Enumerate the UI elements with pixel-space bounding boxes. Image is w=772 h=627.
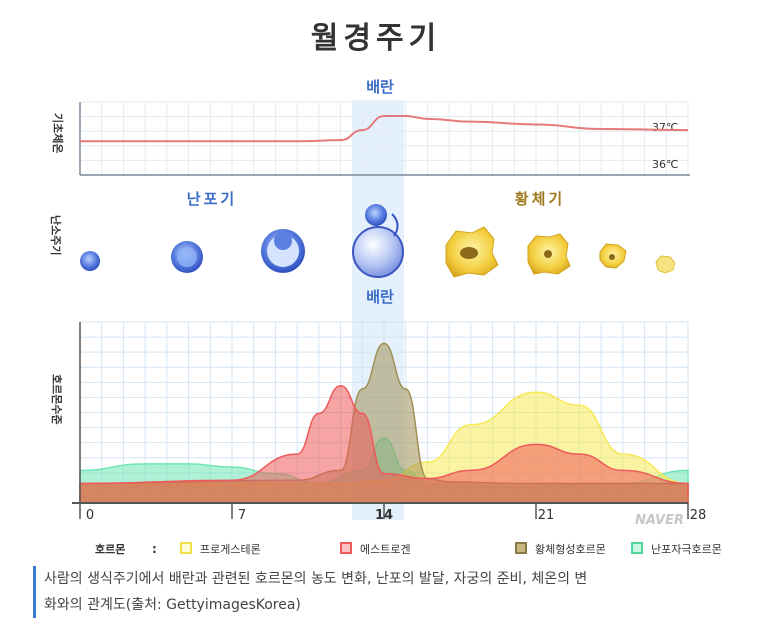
legend-swatch-fsh bbox=[631, 542, 643, 554]
bbt-line bbox=[80, 115, 689, 143]
ovulation-label-top: 배란 bbox=[366, 78, 394, 96]
phase-luteal-label: 황체기 bbox=[515, 190, 565, 208]
legend-label-lh: 황체형성호르몬 bbox=[535, 543, 606, 556]
menstrual-cycle-figure: 월경주기 배란 기초체온 37℃ 36℃ 난소주기 난포기 황체기 bbox=[49, 21, 722, 556]
legend-swatch-progesterone bbox=[180, 542, 192, 554]
bbt-tick-37: 37℃ bbox=[652, 121, 678, 134]
hormone-panel: 배란 호르몬수준 0 7 14 21 28 NAVER bbox=[50, 288, 706, 528]
bbt-panel: 기초체온 37℃ 36℃ bbox=[51, 101, 690, 176]
legend-swatch-estrogen bbox=[340, 542, 352, 554]
ovary-panel: 난소주기 난포기 황체기 bbox=[49, 190, 676, 278]
x-tick-label: 21 bbox=[538, 508, 555, 523]
legend-label-fsh: 난포자극호르몬 bbox=[651, 543, 722, 556]
corpus-luteum-1 bbox=[445, 226, 499, 278]
figure-caption: 사람의 생식주기에서 배란과 관련된 호르몬의 농도 변화, 난포의 발달, 자… bbox=[33, 566, 744, 618]
legend-label-estrogen: 에스트로겐 bbox=[360, 543, 411, 556]
bbt-tick-36: 36℃ bbox=[652, 158, 678, 171]
corpus-luteum-2 bbox=[527, 233, 571, 275]
legend-label-progesterone: 프로게스테론 bbox=[200, 543, 261, 556]
caption-line-2: 화와의 관계도(출처: GettyimagesKorea) bbox=[44, 597, 301, 613]
x-tick-label: 0 bbox=[86, 508, 94, 523]
follicle-1 bbox=[80, 251, 100, 271]
ovulation-label-mid: 배란 bbox=[366, 288, 394, 306]
bbt-axis-label: 기초체온 bbox=[51, 113, 65, 153]
corpus-albicans bbox=[655, 255, 676, 274]
follicle-3 bbox=[261, 229, 305, 273]
ovary-axis-label: 난소주기 bbox=[49, 215, 63, 255]
x-tick-label: 14 bbox=[375, 508, 393, 523]
watermark: NAVER bbox=[635, 513, 684, 528]
caption-line-1: 사람의 생식주기에서 배란과 관련된 호르몬의 농도 변화, 난포의 발달, 자… bbox=[44, 571, 588, 587]
estrogen-area bbox=[79, 384, 689, 504]
x-tick-label: 28 bbox=[690, 508, 707, 523]
ovulating-follicle bbox=[352, 204, 404, 278]
x-tick-label: 7 bbox=[238, 508, 246, 523]
chart-title: 월경주기 bbox=[311, 21, 441, 56]
phase-follicular-label: 난포기 bbox=[187, 190, 237, 208]
legend-title: 호르몬 bbox=[95, 542, 125, 556]
hormone-axis-label: 호르몬수준 bbox=[50, 374, 64, 425]
legend-colon: : bbox=[152, 542, 157, 556]
legend: 호르몬 : 프로게스테론 에스트로겐 황체형성호르몬 난포자극호르몬 bbox=[95, 542, 722, 556]
legend-swatch-lh bbox=[515, 542, 527, 554]
follicle-2 bbox=[171, 241, 203, 273]
corpus-luteum-3 bbox=[599, 243, 627, 269]
